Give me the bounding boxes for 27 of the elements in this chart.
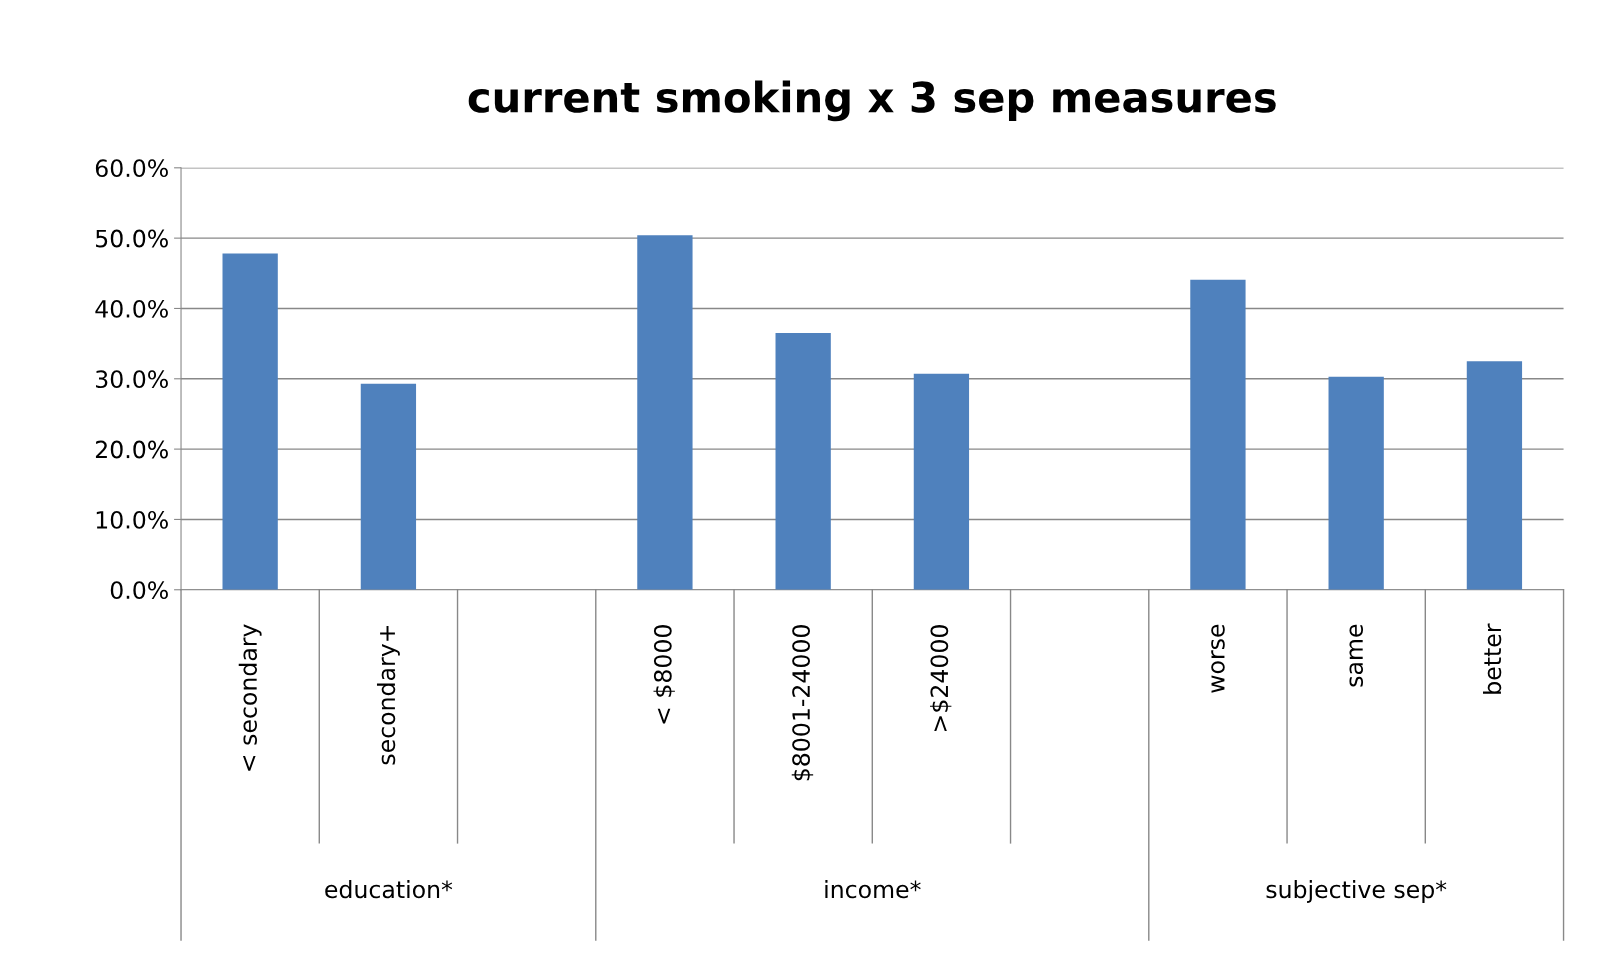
bar: [1466, 361, 1523, 590]
bar: [913, 373, 970, 590]
text: income*: [825, 880, 921, 899]
y-tick-label: 20.0%: [95, 440, 168, 459]
chart-title: current smoking x 3 sep measures: [468, 80, 1276, 122]
bar: [222, 253, 278, 590]
x-tick-label: >$24000: [929, 625, 952, 731]
y-tick-label: 50.0%: [96, 229, 168, 248]
y-tick-label: 0.0%: [110, 581, 168, 600]
bar: [775, 333, 831, 590]
bar: [637, 235, 693, 590]
text: education*: [325, 880, 453, 899]
x-tick-label: secondary+: [376, 626, 400, 765]
bar: [1328, 376, 1384, 590]
y-tick-label: 30.0%: [96, 370, 168, 389]
y-tick-label: 40.0%: [95, 299, 168, 318]
bar: [1190, 279, 1246, 590]
text: subjective sep*: [1266, 880, 1447, 903]
x-tick-label: < secondary: [238, 624, 262, 771]
x-tick-label: worse: [1211, 624, 1225, 693]
x-tick-label: better: [1483, 623, 1502, 694]
x-tick-label: same: [1349, 624, 1364, 687]
x-tick-label: $8001-24000: [791, 625, 814, 781]
y-tick-label: 10.0%: [96, 510, 168, 529]
y-tick-label: 60.0%: [95, 159, 168, 178]
x-tick-label: < $8000: [653, 625, 675, 724]
bar: [360, 383, 417, 590]
